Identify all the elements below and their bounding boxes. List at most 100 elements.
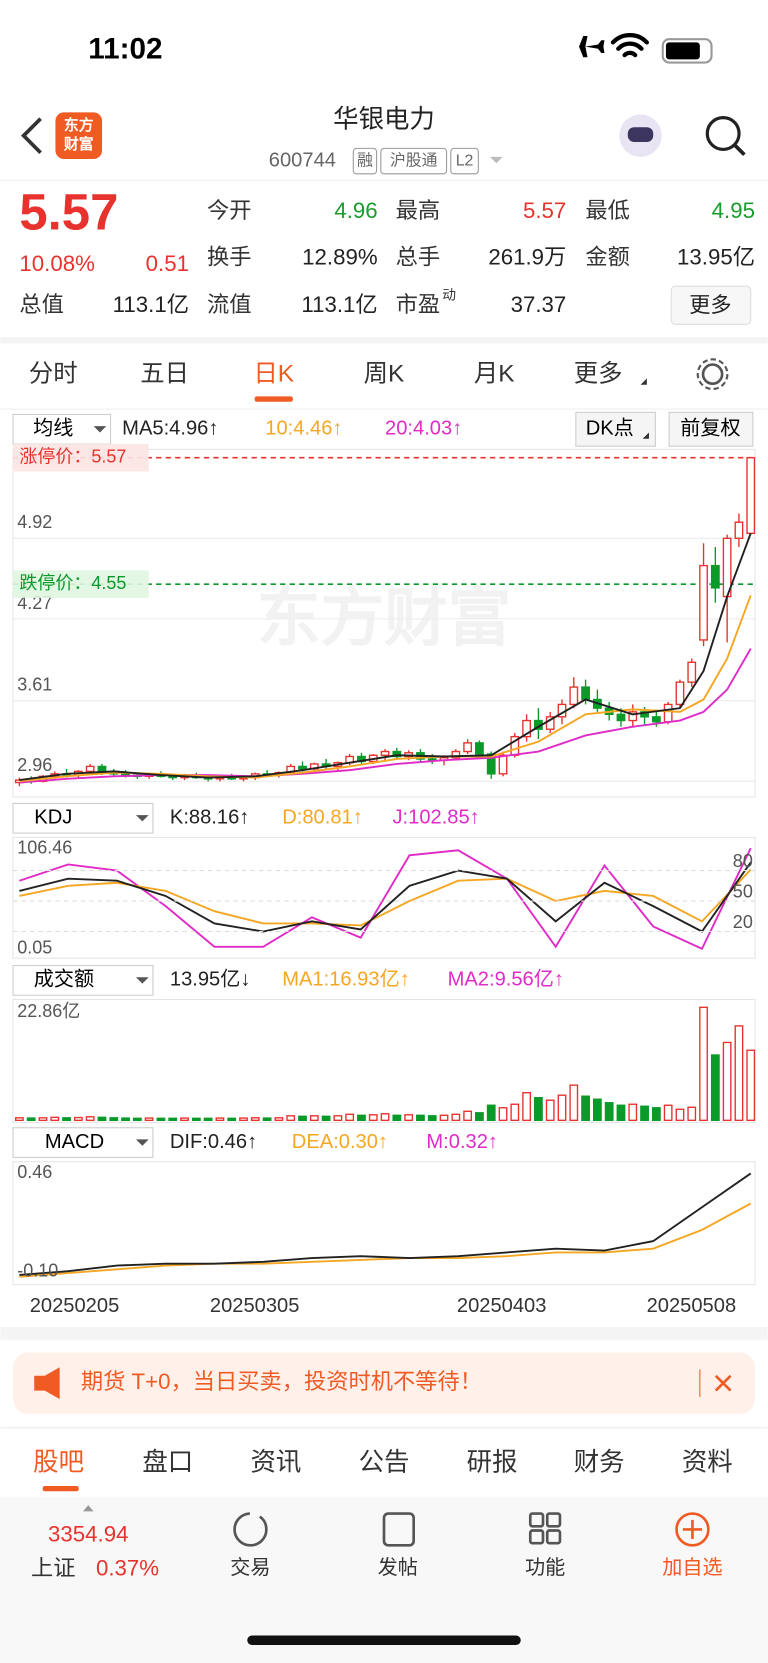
- add-icon[interactable]: [675, 1512, 710, 1547]
- volume-bar: [380, 1113, 390, 1122]
- limit-title: 涨停价：: [19, 446, 91, 466]
- info-tab[interactable]: 研报: [467, 1448, 518, 1476]
- volume-bar: [486, 1104, 496, 1122]
- trade-icon[interactable]: [233, 1512, 268, 1547]
- candle-body: [734, 521, 744, 539]
- field-label: 市盈: [396, 292, 441, 317]
- field-label: 总手: [396, 244, 441, 269]
- nav-label[interactable]: 加自选: [662, 1556, 722, 1579]
- megaphone-icon: [34, 1367, 60, 1400]
- info-tab[interactable]: 盘口: [142, 1448, 193, 1476]
- dk-button[interactable]: [575, 411, 656, 447]
- promo-banner[interactable]: [13, 1352, 755, 1414]
- volume-bar: [250, 1117, 260, 1122]
- info-tab[interactable]: 股吧: [33, 1448, 84, 1476]
- candle-body: [746, 457, 756, 535]
- info-tab[interactable]: 资讯: [250, 1448, 301, 1476]
- dk-label[interactable]: DK点: [586, 417, 634, 440]
- period-tab[interactable]: 更多: [574, 361, 623, 388]
- range-label: -0.10: [17, 1261, 58, 1281]
- dropdown-arrow[interactable]: [489, 156, 503, 164]
- index-name[interactable]: 上证: [31, 1556, 76, 1581]
- volume-bar: [710, 1054, 720, 1122]
- index-change[interactable]: 0.37%: [96, 1556, 159, 1581]
- candle-body: [475, 742, 484, 755]
- period-tab[interactable]: 分时: [29, 361, 78, 388]
- app-logo: [55, 112, 103, 159]
- nav-label[interactable]: 交易: [230, 1556, 270, 1579]
- indicator-name[interactable]: MACD: [45, 1131, 104, 1153]
- candle-body: [687, 661, 697, 683]
- nav-label[interactable]: 功能: [525, 1556, 565, 1579]
- back-button[interactable]: [21, 117, 42, 154]
- volume-bar: [439, 1114, 449, 1122]
- volume-bar: [734, 1025, 744, 1122]
- close-banner[interactable]: [714, 1374, 732, 1392]
- more-label[interactable]: 更多: [689, 293, 731, 317]
- indicator-name[interactable]: KDJ: [34, 807, 72, 829]
- volume-bar: [522, 1092, 532, 1122]
- tag-box: [380, 147, 448, 175]
- nav-label[interactable]: 发帖: [378, 1556, 418, 1579]
- limit-label: 跌停价：4.55: [19, 573, 126, 593]
- y-tick-label: 50: [733, 881, 753, 901]
- period-tab[interactable]: 月K: [474, 361, 515, 388]
- indicator-name[interactable]: 成交额: [34, 968, 94, 991]
- volume-bar: [239, 1117, 248, 1122]
- adjust-button[interactable]: [668, 411, 754, 447]
- range-label: 0.46: [17, 1162, 52, 1182]
- volume-bar: [663, 1104, 673, 1122]
- function-icon[interactable]: [528, 1512, 545, 1528]
- indicator-select[interactable]: [12, 1127, 154, 1158]
- field-value: 37.37: [511, 292, 567, 317]
- indicator-select[interactable]: [12, 965, 154, 996]
- date-label: 20250305: [210, 1295, 300, 1317]
- select-arrow: [135, 977, 149, 984]
- field-label: 今开: [207, 198, 252, 223]
- volume-bar: [262, 1117, 272, 1122]
- more-button[interactable]: [670, 285, 752, 325]
- candle-body: [486, 753, 496, 775]
- field-label: 换手: [207, 244, 252, 269]
- candle-body: [699, 564, 708, 641]
- macd-panel: [12, 1161, 756, 1286]
- info-tab[interactable]: 公告: [359, 1448, 410, 1476]
- adjust-label[interactable]: 前复权: [680, 417, 740, 440]
- select-arrow: [135, 815, 149, 822]
- indicator-select[interactable]: [12, 413, 112, 445]
- k-legend: K:88.16↑: [170, 807, 249, 829]
- settings-icon[interactable]: [701, 363, 724, 386]
- m-legend: M:0.32↑: [426, 1131, 498, 1153]
- search-icon[interactable]: [705, 116, 741, 152]
- volume-bar: [616, 1104, 626, 1122]
- info-tab[interactable]: 财务: [574, 1448, 625, 1476]
- indicator-select[interactable]: [12, 802, 154, 834]
- index-value[interactable]: 3354.94: [48, 1522, 128, 1547]
- function-icon: [528, 1529, 545, 1545]
- volume-bar: [368, 1114, 378, 1122]
- info-tab[interactable]: 资料: [682, 1448, 733, 1476]
- volume-bar: [203, 1117, 213, 1122]
- volume-bar: [274, 1117, 284, 1122]
- volume-bar: [404, 1114, 414, 1122]
- field-label: 金额: [585, 244, 630, 269]
- dif-legend: DIF:0.46↑: [170, 1131, 257, 1153]
- post-icon[interactable]: [382, 1512, 416, 1547]
- indicator-name[interactable]: 均线: [33, 417, 73, 440]
- change-amount: 0.51: [146, 251, 189, 276]
- volume-bar: [545, 1099, 555, 1122]
- promo-text[interactable]: 期货 T+0，当日买卖，投资时机不等待！: [81, 1369, 482, 1394]
- volume-bar: [675, 1108, 685, 1122]
- candle-body: [628, 711, 638, 722]
- tag-box: [450, 147, 479, 175]
- candle-body: [392, 750, 402, 758]
- period-tab[interactable]: 周K: [364, 361, 405, 388]
- battery-level: [665, 42, 700, 60]
- volume-bar: [309, 1115, 319, 1122]
- volume-bar: [215, 1117, 225, 1122]
- period-tab[interactable]: 五日: [140, 361, 189, 388]
- period-tab[interactable]: 日K: [253, 361, 294, 388]
- candle-body: [675, 681, 685, 706]
- y-tick-label: 2.96: [17, 755, 52, 775]
